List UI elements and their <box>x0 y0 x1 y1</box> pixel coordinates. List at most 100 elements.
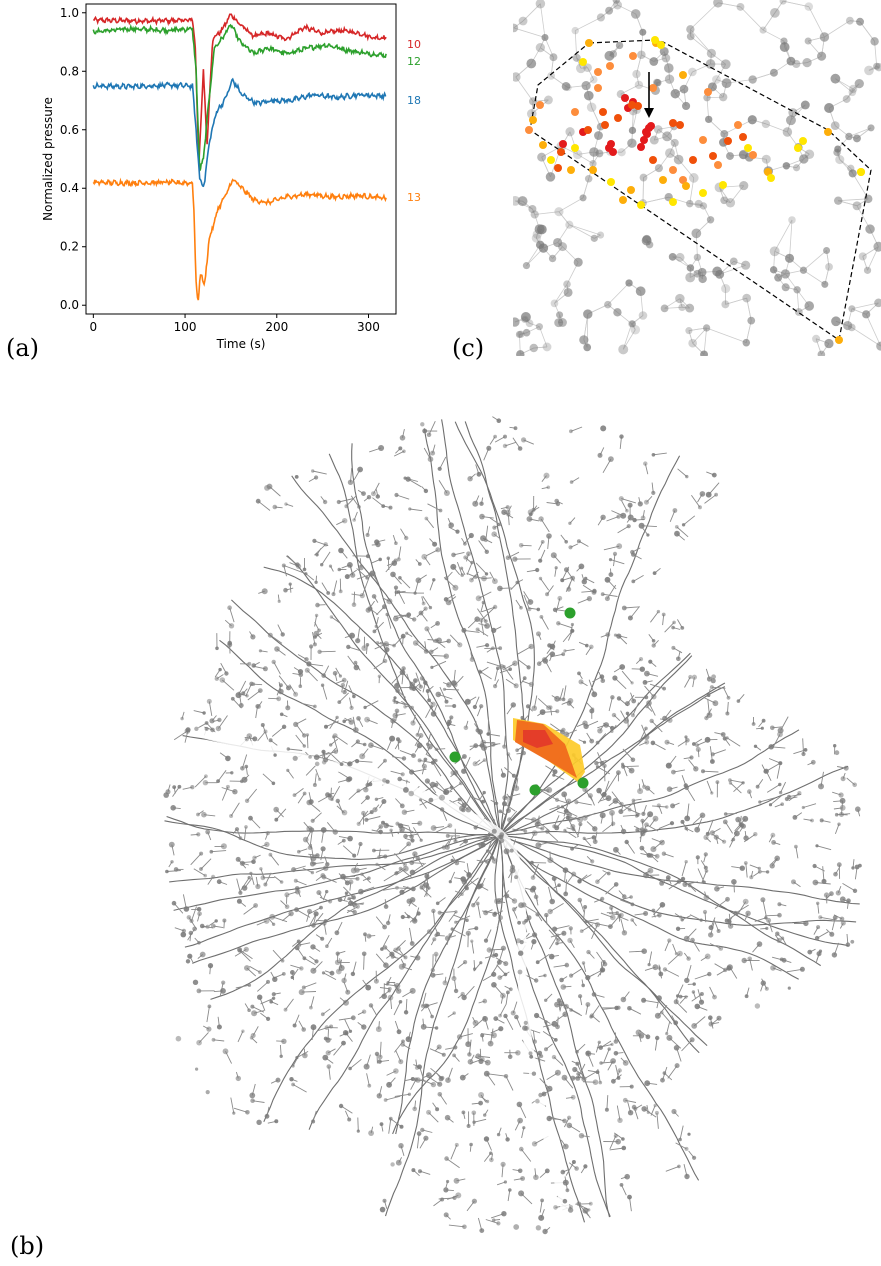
network-node <box>549 53 558 62</box>
network-node <box>394 982 401 989</box>
network-main <box>169 834 501 883</box>
network-node <box>294 475 299 479</box>
network-node <box>761 119 771 129</box>
network-node <box>371 594 377 599</box>
network-node <box>234 827 240 832</box>
network-node <box>756 941 763 947</box>
network-node <box>334 930 340 936</box>
network-node <box>643 461 648 466</box>
network-node <box>272 504 278 510</box>
network-node <box>335 968 342 975</box>
network-node <box>774 855 780 862</box>
network-edge <box>689 177 695 204</box>
network-node <box>508 667 512 671</box>
network-node <box>521 437 527 443</box>
network-edge <box>244 826 247 840</box>
network-node <box>561 652 566 657</box>
network-node <box>420 422 425 427</box>
network-node <box>517 969 523 975</box>
network-node <box>628 126 637 135</box>
network-node <box>534 978 539 983</box>
network-node <box>673 154 684 165</box>
network-node <box>383 904 389 909</box>
network-node <box>426 432 432 437</box>
y-ticks: 0.00.20.40.60.81.0 <box>60 6 86 312</box>
network-node <box>456 1034 463 1040</box>
network-node <box>649 135 659 145</box>
network-node <box>352 694 356 699</box>
network-node <box>232 789 238 795</box>
network-node <box>585 643 589 648</box>
network-node <box>308 755 312 759</box>
candidate-node <box>621 94 629 102</box>
network-node <box>692 1155 697 1160</box>
network-node <box>683 935 690 942</box>
network-node <box>418 610 424 616</box>
network-node <box>230 696 235 701</box>
network-node <box>480 739 487 746</box>
network-edge <box>607 282 630 305</box>
network-node <box>634 814 639 818</box>
network-node <box>847 323 856 332</box>
network-node <box>595 879 600 884</box>
network-edge <box>803 269 826 285</box>
network-node <box>700 350 708 356</box>
network-node <box>591 691 598 698</box>
network-node <box>479 961 483 965</box>
network-node <box>363 787 369 793</box>
network-node <box>361 951 367 957</box>
network-node <box>591 992 597 997</box>
network-node <box>415 1077 421 1083</box>
network-edge <box>576 1063 585 1080</box>
network-edge <box>250 873 255 886</box>
network-node <box>725 711 730 716</box>
network-node <box>637 501 643 507</box>
network-node <box>686 32 695 41</box>
network-node <box>616 696 622 701</box>
network-node <box>284 892 290 898</box>
network-node <box>187 953 193 959</box>
network-node <box>247 983 252 987</box>
network-node <box>399 435 406 441</box>
network-node <box>673 1045 680 1051</box>
network-node <box>441 1052 446 1057</box>
network-edge <box>431 660 447 668</box>
network-node <box>781 957 787 963</box>
network-edge <box>559 688 564 700</box>
network-node <box>710 678 716 684</box>
network-node <box>206 698 212 704</box>
network-edge <box>287 770 294 779</box>
network-node <box>657 913 662 918</box>
network-node <box>411 918 418 924</box>
network-node <box>275 1077 281 1083</box>
network-node <box>502 795 508 801</box>
network-main <box>499 682 726 836</box>
network-node <box>575 1061 580 1066</box>
network-node <box>642 829 647 834</box>
network-node <box>584 576 588 581</box>
network-node <box>253 903 258 908</box>
network-node <box>518 543 524 548</box>
network-node <box>731 879 737 885</box>
network-node <box>559 977 564 983</box>
network-edge <box>300 702 316 707</box>
network-edge <box>456 561 463 576</box>
network-node <box>421 553 428 560</box>
network-node <box>320 1012 325 1017</box>
network-node <box>755 784 760 789</box>
network-node <box>363 1063 370 1070</box>
network-node <box>379 1206 386 1213</box>
candidate-node <box>637 143 645 151</box>
network-edge <box>512 828 526 832</box>
network-node <box>753 832 758 837</box>
network-edge <box>383 887 398 891</box>
network-node <box>535 912 540 917</box>
network-edge <box>577 1063 586 1079</box>
candidate-node <box>599 108 607 116</box>
network-edge <box>229 607 235 623</box>
network-edge <box>842 883 856 892</box>
network-edge <box>409 508 423 512</box>
network-node <box>284 904 290 909</box>
network-node <box>513 317 520 327</box>
network-node <box>309 861 316 867</box>
